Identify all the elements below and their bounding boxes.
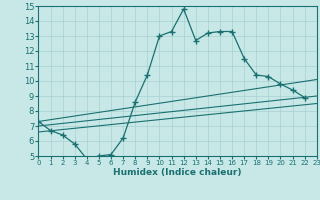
X-axis label: Humidex (Indice chaleur): Humidex (Indice chaleur)	[113, 168, 242, 177]
